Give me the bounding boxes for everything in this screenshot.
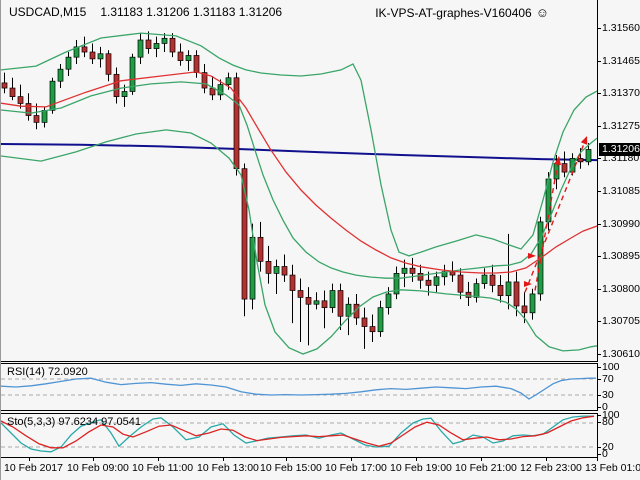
stochastic-indicator-panel[interactable]: Sto(5,3,3) 97.6234 97.0541 [1,413,598,458]
price-axis-tick [598,28,601,29]
time-axis-label: 10 Feb 19:00 [390,462,452,474]
time-axis-tick [481,458,482,461]
rsi-chart-canvas[interactable] [1,364,596,410]
time-axis-label: 10 Feb 11:00 [132,462,194,474]
time-axis-label: 13 Feb 01:00 [585,462,640,474]
rsi-indicator-panel[interactable]: RSI(14) 72.0920 [1,363,598,411]
time-axis-label: 10 Feb 09:00 [67,462,129,474]
stochastic-title: Sto(5,3,3) 97.6234 97.0541 [7,416,141,428]
stochastic-axis-label: 100 [602,409,620,421]
stochastic-axis-label: 20 [602,441,614,453]
price-axis-label: 1.31370 [602,87,640,99]
price-axis-label: 1.31180 [602,152,640,164]
rsi-axis-label: 30 [602,389,614,401]
rsi-axis-tick [598,379,601,380]
time-axis-tick [29,458,30,461]
rsi-axis-tick [598,395,601,396]
price-axis-tick [598,289,601,290]
watermark-text: IK-VPS-AT-graphes-V160406 [375,6,532,20]
time-axis-tick [223,458,224,461]
time-axis-tick [416,458,417,461]
price-axis-tick [598,126,601,127]
rsi-axis-tick [598,367,601,368]
time-axis-label: 10 Feb 17:00 [325,462,387,474]
time-axis-tick [597,458,598,461]
stochastic-axis-tick [598,415,601,416]
smiley-icon: ☺ [535,5,549,20]
price-axis-tick [598,191,601,192]
price-axis-label: 1.31275 [602,120,640,132]
time-axis-tick [93,458,94,461]
price-axis-label: 1.30610 [602,348,640,360]
price-axis-tick [598,158,601,159]
time-axis-tick [286,458,287,461]
time-axis-label: 10 Feb 21:00 [455,462,517,474]
price-axis-label: 1.30895 [602,250,640,262]
time-axis-tick [158,458,159,461]
price-axis-label: 1.30800 [602,283,640,295]
stochastic-axis-tick [598,422,601,423]
price-axis-tick [598,256,601,257]
price-axis-tick [598,61,601,62]
price-axis-tick [598,224,601,225]
price-axis-tick [598,321,601,322]
time-axis-tick [351,458,352,461]
price-axis-label: 1.31085 [602,185,640,197]
time-axis-label: 10 Feb 13:00 [197,462,259,474]
price-axis-tick [598,354,601,355]
rsi-axis-label: 70 [602,373,614,385]
price-axis-tick [598,93,601,94]
symbol-quote-header: USDCAD,M15 1.31183 1.31206 1.31183 1.3120… [9,5,282,19]
quote-ohlc-values: 1.31183 1.31206 1.31183 1.31206 [100,5,283,19]
rsi-axis-label: 0 [602,401,608,413]
stochastic-chart-canvas[interactable] [1,414,596,457]
time-axis-label: 10 Feb 15:00 [260,462,322,474]
symbol-timeframe-label: USDCAD,M15 [9,5,87,19]
stochastic-axis-tick [598,454,601,455]
main-chart-panel[interactable]: USDCAD,M15 1.31183 1.31206 1.31183 1.3120… [1,0,598,362]
price-axis-label: 1.31465 [602,55,640,67]
time-axis-label: 10 Feb 2017 [4,462,63,474]
stochastic-axis-tick [598,447,601,448]
time-axis-label: 12 Feb 23:00 [520,462,582,474]
price-axis-label: 1.31560 [602,22,640,34]
rsi-axis-tick [598,407,601,408]
watermark: IK-VPS-AT-graphes-V160406 ☺ [375,5,549,20]
time-axis-tick [546,458,547,461]
stochastic-axis-label: 0 [602,448,608,460]
candlestick-chart-canvas[interactable] [1,0,597,361]
price-axis-label: 1.30705 [602,315,640,327]
stochastic-axis-label: 80 [602,416,614,428]
current-price-tag: 1.31206 [599,143,640,156]
price-axis-label: 1.30990 [602,218,640,230]
rsi-axis-label: 100 [602,361,620,373]
rsi-title: RSI(14) 72.0920 [7,366,88,378]
